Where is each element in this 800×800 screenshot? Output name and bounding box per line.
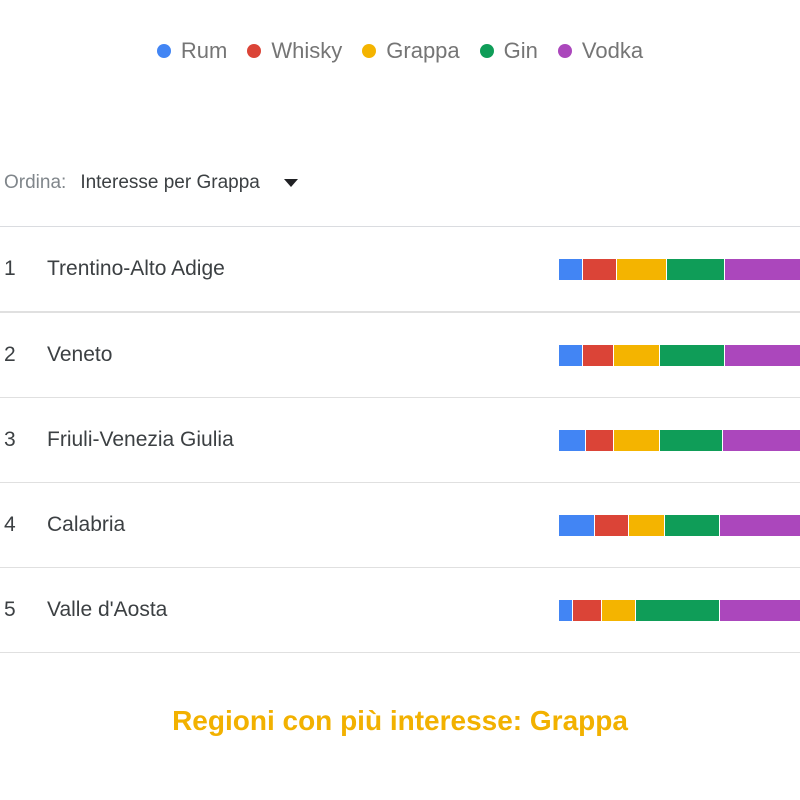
rank: 2 (4, 343, 16, 366)
caret-down-icon[interactable] (283, 179, 298, 187)
bar-segment-rum[interactable] (559, 430, 586, 451)
bar-segment-rum[interactable] (559, 259, 584, 280)
legend-item-vodka[interactable]: Vodka (557, 38, 644, 64)
bar-segment-rum[interactable] (559, 345, 584, 366)
bar-segment-vodka[interactable] (722, 430, 800, 451)
rank: 5 (4, 598, 16, 621)
whisky-dot-icon (247, 44, 262, 58)
grappa-dot-icon (362, 44, 377, 58)
region-list: 1 Trentino-Alto Adige 2 Veneto 3 Friuli-Ven… (0, 226, 800, 653)
sort-label: Ordina: (4, 172, 67, 193)
bar-segment-vodka[interactable] (720, 515, 800, 536)
bar-segment-gin[interactable] (660, 345, 726, 366)
rank: 3 (4, 428, 16, 451)
bar-segment-vodka[interactable] (725, 259, 800, 280)
stacked-bar (559, 430, 800, 451)
region-name: Trentino-Alto Adige (47, 257, 225, 280)
vodka-dot-icon (557, 44, 572, 58)
bar-segment-whisky[interactable] (595, 515, 629, 536)
bar-segment-gin[interactable] (667, 259, 726, 280)
gin-dot-icon (479, 44, 494, 58)
bar-segment-gin[interactable] (665, 515, 721, 536)
legend: Rum Whisky Grappa Gin Vodka (0, 38, 800, 64)
legend-item-whisky[interactable]: Whisky (247, 38, 342, 64)
rank: 4 (4, 513, 16, 536)
region-name: Calabria (47, 513, 126, 536)
legend-item-grappa[interactable]: Grappa (362, 38, 460, 64)
stacked-bar (559, 600, 800, 621)
bar-segment-grappa[interactable] (614, 345, 661, 366)
region-name: Valle d'Aosta (47, 598, 168, 621)
chart-caption: Regioni con più interesse: Grappa (172, 705, 628, 736)
bar-segment-whisky[interactable] (573, 600, 603, 621)
sort-value[interactable]: Interesse per Grappa (80, 172, 260, 193)
bar-segment-vodka[interactable] (725, 345, 800, 366)
stacked-bar (559, 259, 800, 280)
stacked-bar (559, 515, 800, 536)
region-row[interactable]: 1 Trentino-Alto Adige (0, 226, 800, 311)
bar-segment-grappa[interactable] (628, 515, 666, 536)
bar-segment-whisky[interactable] (585, 430, 615, 451)
region-name: Friuli-Venezia Giulia (47, 428, 234, 451)
bar-segment-rum[interactable] (559, 515, 596, 536)
rum-dot-icon (156, 44, 171, 58)
sort-dropdown[interactable]: Ordina: Interesse per Grappa (4, 172, 298, 194)
region-row[interactable]: 2 Veneto (0, 311, 800, 397)
region-name: Veneto (47, 343, 113, 366)
region-row[interactable]: 3 Friuli-Venezia Giulia (0, 397, 800, 482)
legend-item-rum[interactable]: Rum (156, 38, 228, 64)
stacked-bar (559, 345, 800, 366)
legend-label: Grappa (386, 38, 460, 63)
bar-segment-gin[interactable] (636, 600, 721, 621)
bar-segment-grappa[interactable] (614, 430, 661, 451)
bar-segment-gin[interactable] (660, 430, 723, 451)
bar-segment-vodka[interactable] (720, 600, 800, 621)
legend-label: Gin (503, 38, 538, 63)
region-row[interactable]: 4 Calabria (0, 482, 800, 567)
legend-item-gin[interactable]: Gin (479, 38, 538, 64)
bar-segment-whisky[interactable] (583, 259, 617, 280)
legend-label: Vodka (581, 38, 644, 63)
bar-segment-whisky[interactable] (583, 345, 615, 366)
bar-segment-grappa[interactable] (602, 600, 637, 621)
bar-segment-rum[interactable] (559, 600, 574, 621)
rank: 1 (4, 257, 16, 280)
legend-label: Rum (180, 38, 228, 63)
bar-segment-grappa[interactable] (616, 259, 668, 280)
region-row[interactable]: 5 Valle d'Aosta (0, 567, 800, 653)
legend-label: Whisky (271, 38, 343, 63)
